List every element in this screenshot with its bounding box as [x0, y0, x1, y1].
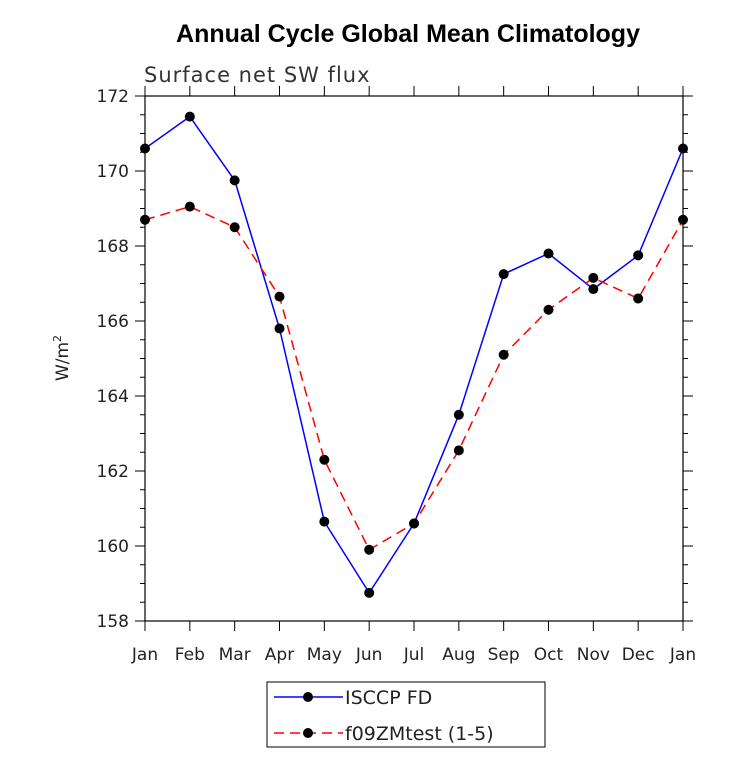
- series-1-point: [498, 349, 509, 360]
- legend-marker-1: [303, 728, 313, 738]
- series-1-point: [543, 304, 554, 315]
- series-1-point: [678, 214, 688, 225]
- x-tick-label: Apr: [265, 645, 294, 665]
- series-layer: [140, 111, 688, 598]
- y-tick-label: 166: [97, 312, 129, 332]
- series-0-point: [453, 409, 464, 420]
- series-0-point: [319, 516, 330, 527]
- series-0-point: [588, 284, 599, 295]
- axes: 158 160 162 164 166 168 170 172 Jan Feb Mar Apr May J…: [97, 86, 696, 665]
- x-tick-label: Mar: [219, 645, 251, 665]
- y-tick-label: 162: [97, 462, 129, 482]
- y-axis-label-superscript: 2: [51, 335, 64, 342]
- x-tick-label: Aug: [442, 645, 475, 665]
- series-1-point: [274, 291, 285, 302]
- series-1-point: [633, 293, 644, 304]
- chart-title: Annual Cycle Global Mean Climatology: [176, 20, 640, 48]
- series-1-point: [319, 454, 330, 465]
- series-0-point: [633, 250, 644, 261]
- y-tick-label: 168: [97, 237, 129, 257]
- series-line-1: [144, 205, 684, 551]
- series-1-point: [588, 272, 599, 283]
- series-0-point: [678, 143, 688, 154]
- series-1-point: [453, 445, 464, 456]
- series-0-point: [274, 323, 285, 334]
- x-tick-label: Nov: [577, 645, 610, 665]
- series-1-point: [184, 201, 195, 212]
- x-tick-label: Jan: [669, 645, 696, 665]
- y-tick-label: 164: [97, 387, 129, 407]
- y-axis-label-group: W/m2: [51, 335, 73, 381]
- legend-label-1: f09ZMtest (1-5): [345, 723, 494, 745]
- svg-text:W/m2: W/m2: [51, 335, 73, 381]
- series-0-point: [498, 269, 509, 280]
- y-tick-label: 158: [97, 612, 129, 632]
- series-1-point: [140, 214, 150, 225]
- chart-subtitle: Surface net SW flux: [144, 63, 371, 87]
- series-0-point: [543, 248, 554, 259]
- x-tick-label: Sep: [488, 645, 520, 665]
- legend-label-0: ISCCP FD: [345, 687, 432, 709]
- series-0-point: [184, 111, 195, 122]
- y-tick-label: 170: [97, 162, 129, 182]
- series-0-point: [140, 143, 150, 154]
- x-tick-label: Oct: [534, 645, 564, 665]
- x-tick-label: Dec: [622, 645, 655, 665]
- y-tick-label: 172: [97, 87, 129, 107]
- x-tick-label: Jun: [355, 645, 383, 665]
- x-tick-label: Feb: [175, 645, 205, 665]
- legend-box: [266, 681, 546, 748]
- plot-frame: [144, 95, 684, 622]
- series-1-point: [229, 222, 240, 233]
- x-tick-label: May: [307, 645, 342, 665]
- legend: ISCCP FD f09ZMtest (1-5): [266, 681, 546, 748]
- y-tick-label: 160: [97, 537, 129, 557]
- x-tick-label: Jul: [403, 645, 425, 665]
- series-0-point: [229, 175, 240, 186]
- series-0-point: [364, 587, 375, 598]
- series-1-point: [409, 518, 419, 529]
- x-tick-label: Jan: [131, 645, 158, 665]
- legend-marker-0: [303, 692, 313, 702]
- y-axis-label: W/m: [53, 342, 73, 381]
- series-1-point: [364, 544, 375, 555]
